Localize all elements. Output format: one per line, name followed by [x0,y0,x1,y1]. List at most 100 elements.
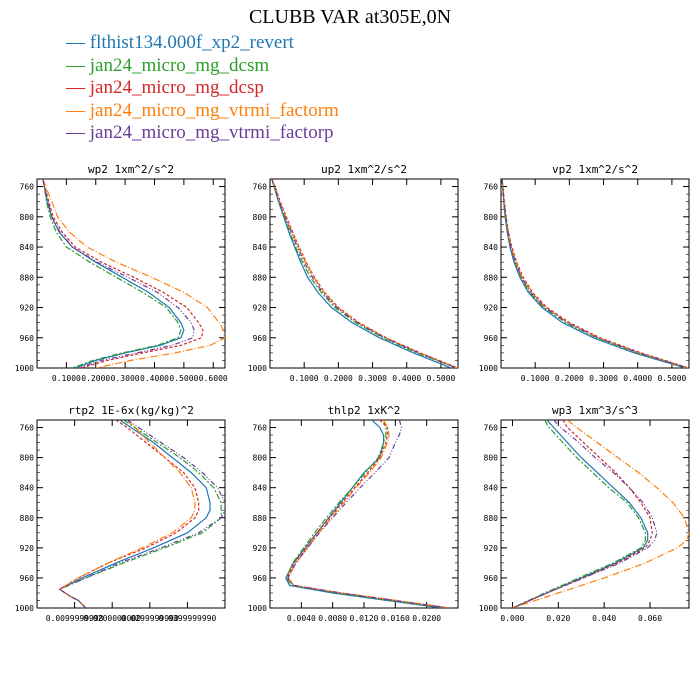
subplot: wp2 1xm^2/s^2 760 800 840 880 920 960 1000 0.100… [15,163,228,383]
y-tick-label: 880 [20,273,35,282]
x-tick-label: 0.0080 [318,614,347,623]
y-tick-label: 880 [484,273,499,282]
y-tick-label: 880 [253,273,268,282]
legend-line-icon: — [66,32,85,53]
x-tick-label: 0.5000 [169,374,198,383]
subplot: up2 1xm^2/s^2 760 800 840 880 920 960 1000 0.100… [248,163,459,383]
subplot-title: wp3 1xm^3/s^3 [552,404,638,417]
series-line [58,420,225,608]
y-tick-label: 960 [484,574,499,583]
legend-item: — jan24_micro_mg_dcsm [66,55,339,78]
series-line [42,179,185,368]
y-tick-label: 880 [484,514,499,523]
x-tick-label: 0.040 [592,614,616,623]
x-tick-label: 0.0200 [412,614,441,623]
x-tick-label: 0.000 [500,614,524,623]
x-tick-label: 0.4000 [623,374,652,383]
y-tick-label: 920 [253,544,268,553]
subplot: rtp2 1E-6x(kg/kg)^2 760 800 840 880 920 960 100… [15,404,226,623]
y-tick-label: 760 [20,183,35,192]
plot-frame [36,419,226,609]
x-tick-label: 0.1000 [290,374,319,383]
plot-frame [269,419,459,609]
y-tick-label: 960 [20,334,35,343]
y-tick-label: 920 [20,304,35,313]
series-line [512,420,689,608]
subplot-title: up2 1xm^2/s^2 [321,163,407,176]
series-line [271,179,458,368]
y-tick-label: 840 [253,243,268,252]
y-tick-label: 960 [20,574,35,583]
y-tick-label: 880 [20,514,35,523]
y-tick-label: 800 [484,213,499,222]
series-line [501,179,688,368]
plot-frame [500,178,690,369]
series-line [512,420,649,608]
y-tick-label: 1000 [15,364,34,373]
x-tick-label: 0.060 [638,614,662,623]
legend: — flthist134.000f_xp2_revert — jan24_mic… [66,32,339,145]
legend-label: jan24_micro_mg_vtrmi_factorp [89,122,334,143]
x-tick-label: 0.0200000000 [83,614,141,623]
subplot-title: rtp2 1E-6x(kg/kg)^2 [68,404,194,417]
legend-line-icon: — [66,122,85,143]
x-tick-label: 0.3000 [111,374,140,383]
series-line [42,179,225,368]
y-tick-label: 960 [253,334,268,343]
series-line [58,420,196,608]
x-tick-label: 0.5000 [657,374,686,383]
series-line [271,179,458,368]
series-line [271,179,457,368]
x-tick-label: 0.2000 [555,374,584,383]
x-tick-label: 0.0399999990 [159,614,217,623]
series-line [285,420,447,608]
y-tick-label: 960 [253,574,268,583]
series-line [501,179,686,368]
series-line [271,179,452,368]
y-tick-label: 1000 [479,364,498,373]
x-tick-label: 0.1000 [52,374,81,383]
y-tick-label: 760 [484,183,499,192]
subplot: wp3 1xm^3/s^3 760 800 840 880 920 960 10000.000… [479,404,690,623]
y-tick-label: 920 [20,544,35,553]
y-tick-label: 840 [20,243,35,252]
y-tick-label: 1000 [248,604,267,613]
y-tick-label: 840 [20,484,35,493]
legend-label: jan24_micro_mg_vtrmi_factorm [89,99,339,121]
legend-label: jan24_micro_mg_dcsp [89,77,264,98]
x-tick-label: 0.0099999998 [46,614,104,623]
x-tick-label: 0.2000 [324,374,353,383]
x-tick-label: 0.3000 [589,374,618,383]
subplot-title: wp2 1xm^2/s^2 [88,163,174,176]
series-line [501,179,688,368]
plot-frame [500,419,690,609]
y-tick-label: 1000 [248,364,267,373]
legend-line-icon: — [66,99,85,121]
subplot-title: vp2 1xm^2/s^2 [552,163,638,176]
x-tick-label: 0.0120 [350,614,379,623]
y-tick-label: 760 [484,424,499,433]
y-tick-label: 800 [253,454,268,463]
y-tick-label: 1000 [479,604,498,613]
y-tick-label: 880 [253,514,268,523]
legend-line-icon: — [66,54,85,76]
subplot-title: thlp2 1xK^2 [328,404,401,417]
x-tick-label: 0.0299999990 [121,614,179,623]
y-tick-label: 760 [253,424,268,433]
y-tick-label: 920 [253,304,268,313]
y-tick-label: 760 [253,183,268,192]
series-line [512,420,653,608]
subplot: vp2 1xm^2/s^2 760 800 840 880 920 960 1000 0.100… [479,163,690,383]
series-line [42,179,204,368]
y-tick-label: 920 [484,544,499,553]
series-line [271,179,457,368]
series-line [512,420,658,608]
x-tick-label: 0.6000 [199,374,228,383]
y-tick-label: 800 [484,454,499,463]
x-tick-label: 0.3000 [358,374,387,383]
y-tick-label: 920 [484,304,499,313]
y-tick-label: 840 [253,484,268,493]
x-tick-label: 0.2000 [81,374,110,383]
